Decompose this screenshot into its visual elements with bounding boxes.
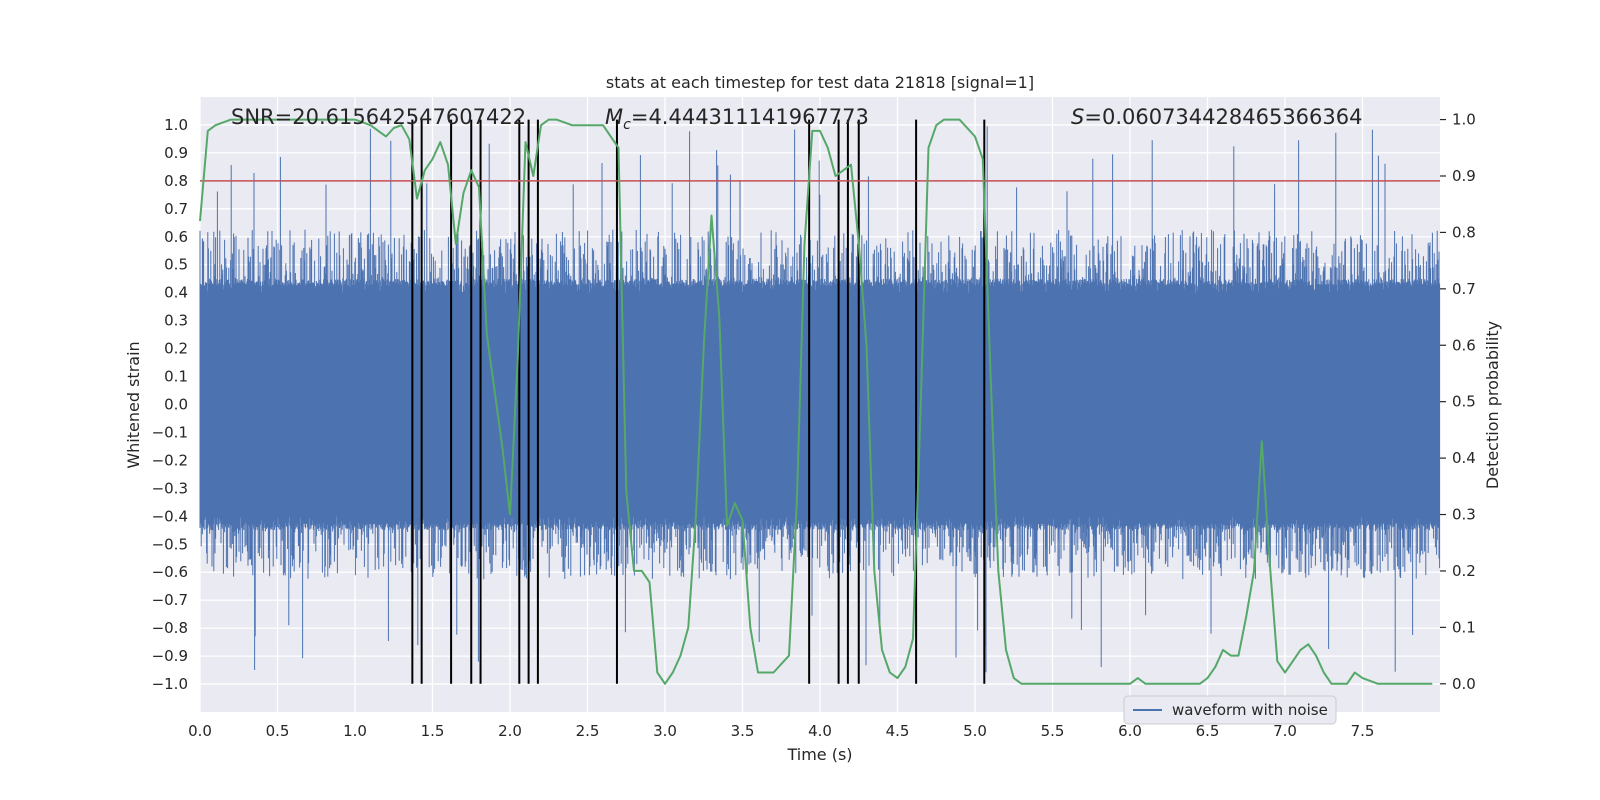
detection-probability-line	[199, 118, 1433, 685]
y-tick-label-5: 0.5	[164, 256, 188, 274]
y-tick-label-4: 0.6	[164, 228, 188, 246]
y2-tick-label-0: 1.0	[1452, 111, 1476, 129]
chirp-mass-subscript: c	[623, 117, 631, 133]
y-tick-label-13: −0.3	[152, 479, 188, 497]
y-tick-label-20: −1.0	[152, 675, 188, 693]
detection-probability-series	[199, 118, 1433, 685]
y2-tick-label-10: 0.0	[1452, 675, 1476, 693]
y-tick-label-19: −0.9	[152, 647, 188, 665]
y2-axis-label: Detection probability	[1483, 321, 1502, 489]
x-tick-label-9: 4.5	[886, 722, 910, 740]
x-axis-label: Time (s)	[786, 745, 852, 764]
snr-value: 20.615642547607422	[292, 105, 526, 129]
s-equals: =	[1084, 105, 1102, 129]
y-tick-label-8: 0.2	[164, 340, 188, 358]
x-tick-label-4: 2.0	[498, 722, 522, 740]
x-tick-label-6: 3.0	[653, 722, 677, 740]
s-symbol: S	[1071, 105, 1084, 129]
y-tick-label-6: 0.4	[164, 284, 188, 302]
y2-axis-ticks: 1.0 0.9 0.8 0.7 0.6 0.5 0.4 0.3 0.2 0.1 0.0	[1440, 111, 1476, 693]
y2-tick-label-7: 0.3	[1452, 506, 1476, 524]
waveform-core-band	[200, 292, 1440, 517]
x-tick-label-13: 6.5	[1196, 722, 1220, 740]
legend: waveform with noise	[1123, 695, 1337, 725]
y-tick-label-12: −0.2	[152, 451, 188, 469]
y-axis-label: Whitened strain	[124, 341, 143, 468]
snr-equals: =	[275, 105, 293, 129]
chirp-mass-value: 4.444311141967773	[648, 105, 868, 129]
waveform-series	[199, 126, 1441, 673]
x-tick-label-5: 2.5	[576, 722, 600, 740]
y-tick-label-18: −0.8	[152, 619, 188, 637]
y2-tick-label-4: 0.6	[1452, 336, 1476, 354]
y-tick-label-16: −0.6	[152, 563, 188, 581]
snr-annotation: SNR=20.615642547607422	[231, 105, 526, 129]
y-tick-label-0: 1.0	[164, 116, 188, 134]
y-tick-label-1: 0.9	[164, 144, 188, 162]
x-tick-label-11: 5.5	[1041, 722, 1065, 740]
y2-tick-label-2: 0.8	[1452, 223, 1476, 241]
x-tick-label-1: 0.5	[266, 722, 290, 740]
chart-title: stats at each timestep for test data 218…	[606, 73, 1034, 92]
y-tick-label-9: 0.1	[164, 368, 188, 386]
chirp-mass-annotation: Mc=4.444311141967773	[605, 105, 869, 133]
x-tick-label-14: 7.0	[1273, 722, 1297, 740]
y-tick-label-7: 0.3	[164, 312, 188, 330]
y-tick-label-14: −0.4	[152, 507, 188, 525]
x-tick-label-12: 6.0	[1118, 722, 1142, 740]
y2-tick-label-9: 0.1	[1452, 618, 1476, 636]
y-tick-label-10: 0.0	[164, 396, 188, 414]
s-value: 0.0607344284653663​64	[1102, 105, 1363, 129]
x-tick-label-0: 0.0	[188, 722, 212, 740]
y2-tick-label-3: 0.7	[1452, 280, 1476, 298]
y-tick-label-3: 0.7	[164, 200, 188, 218]
x-tick-label-2: 1.0	[343, 722, 367, 740]
y-tick-label-11: −0.1	[152, 423, 188, 441]
x-tick-label-15: 7.5	[1351, 722, 1375, 740]
chirp-mass-symbol: M	[605, 105, 623, 129]
y2-tick-label-8: 0.2	[1452, 562, 1476, 580]
y2-tick-label-5: 0.5	[1452, 393, 1476, 411]
y2-tick-label-6: 0.4	[1452, 449, 1476, 467]
y-tick-label-15: −0.5	[152, 535, 188, 553]
y-tick-label-2: 0.8	[164, 172, 188, 190]
legend-label-waveform: waveform with noise	[1172, 701, 1328, 719]
chirp-mass-value-text: =	[631, 105, 649, 129]
x-tick-label-8: 4.0	[808, 722, 832, 740]
x-tick-label-10: 5.0	[963, 722, 987, 740]
x-tick-label-7: 3.5	[731, 722, 755, 740]
snr-label: SNR	[231, 105, 275, 129]
s-annotation: S=0.0607344284653663​64	[1071, 105, 1362, 129]
x-axis-ticks: 0.0 0.5 1.0 1.5 2.0 2.5 3.0 3.5 4.0 4.5 5.0 5.5 6.0 6…	[188, 722, 1374, 740]
legend-box	[1123, 695, 1337, 725]
y2-tick-label-1: 0.9	[1452, 167, 1476, 185]
x-tick-label-3: 1.5	[421, 722, 445, 740]
y-tick-label-17: −0.7	[152, 591, 188, 609]
y-axis-ticks: 1.0 0.9 0.8 0.7 0.6 0.5 0.4 0.3 0.2 0.1 0.0 −0.1 −0.…	[152, 116, 188, 693]
